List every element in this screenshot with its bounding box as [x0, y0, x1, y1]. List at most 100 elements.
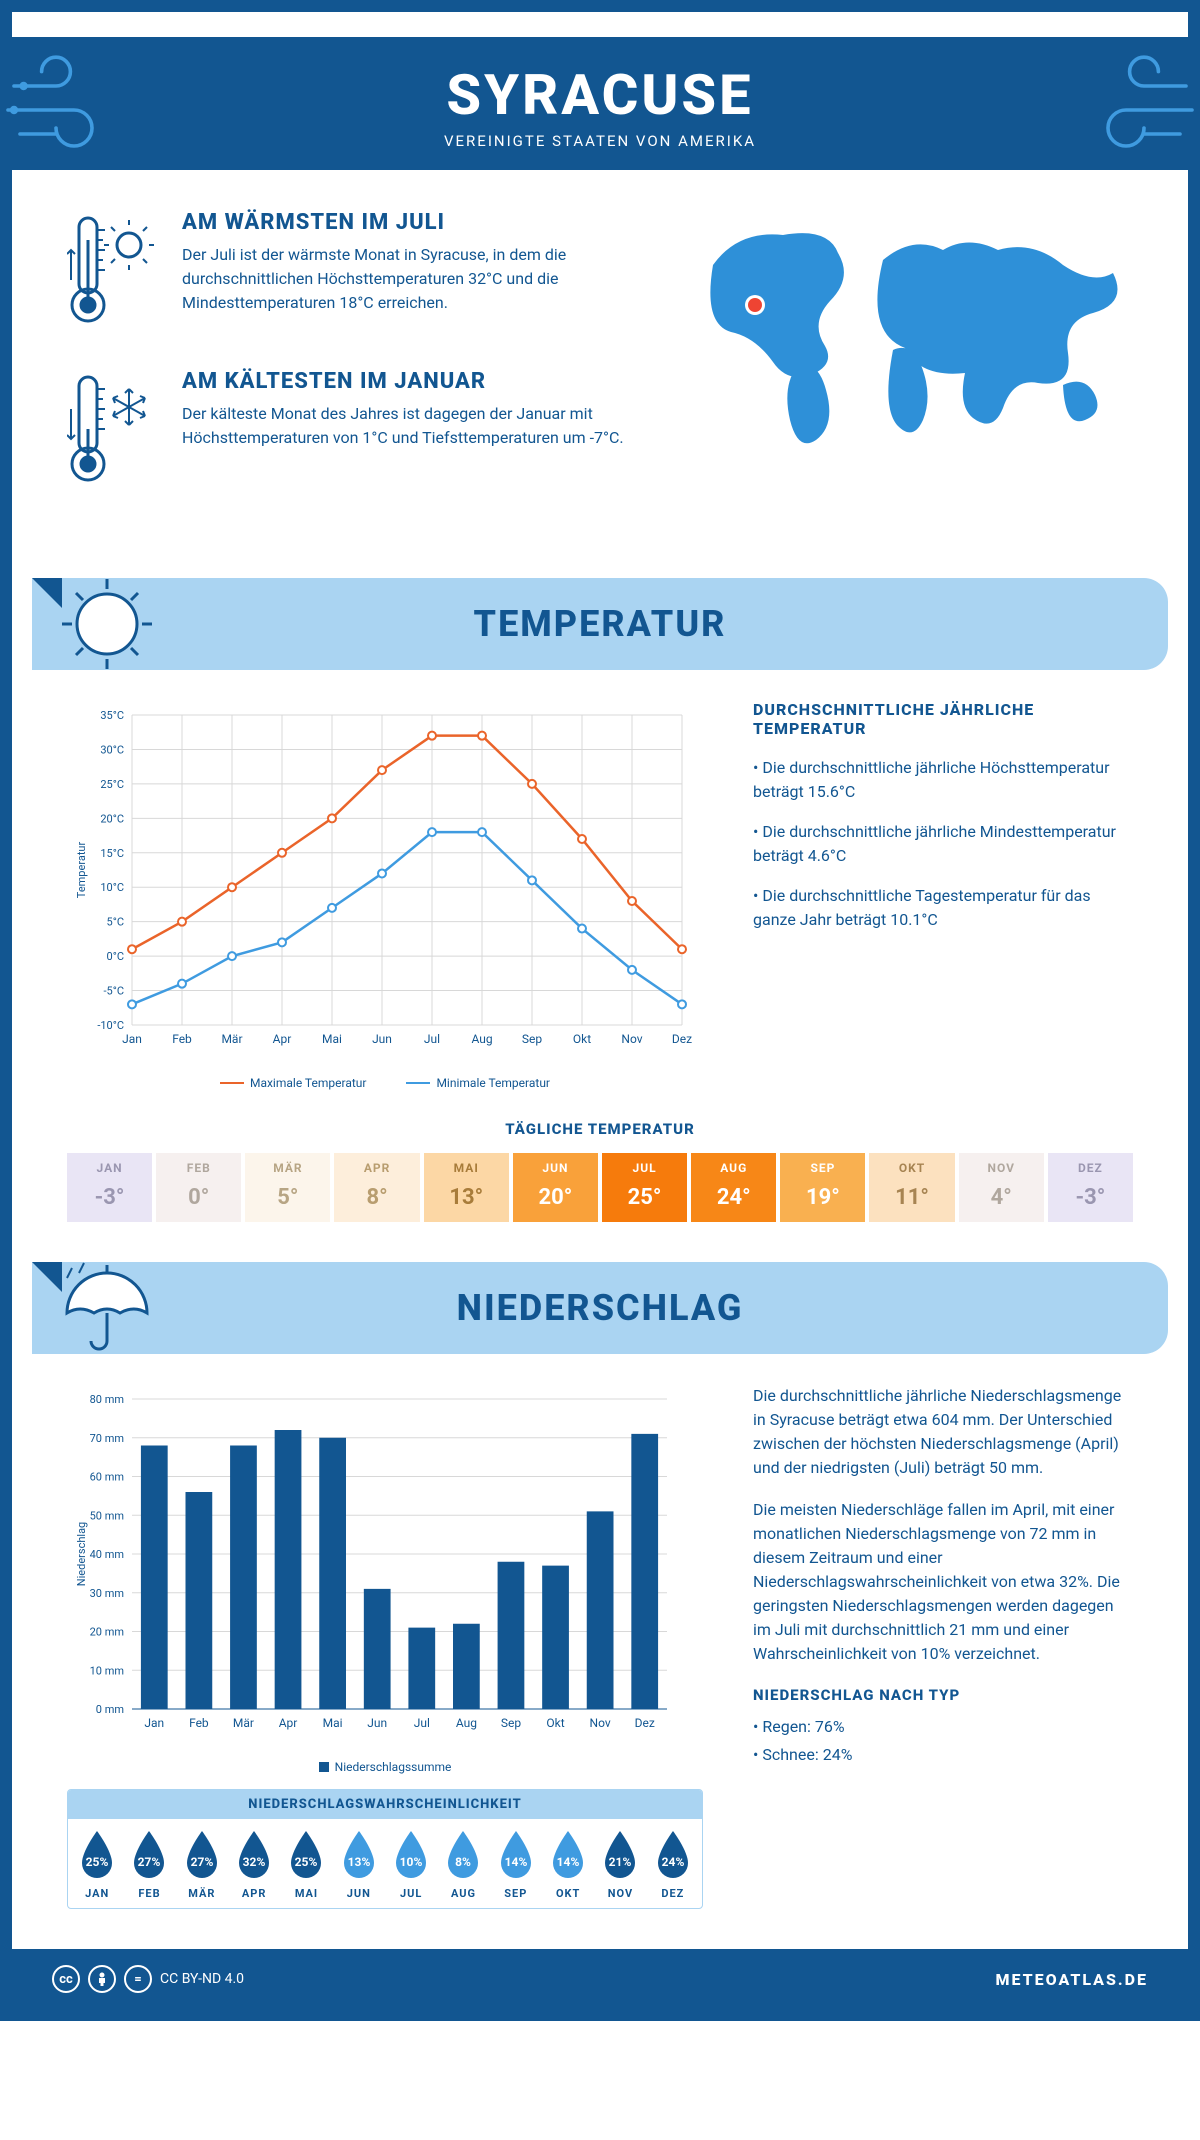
prob-drop: 10%JUL	[386, 1829, 436, 1900]
svg-text:Jul: Jul	[414, 1716, 430, 1730]
svg-text:Mai: Mai	[322, 1032, 342, 1046]
svg-text:30 mm: 30 mm	[90, 1587, 124, 1600]
svg-text:80 mm: 80 mm	[90, 1393, 124, 1406]
daily-cell: MÄR5°	[245, 1153, 330, 1222]
prob-drop: 32%APR	[229, 1829, 279, 1900]
section-banner-temp: TEMPERATUR	[32, 578, 1168, 670]
probability-box: NIEDERSCHLAGSWAHRSCHEINLICHKEIT 25%JAN27…	[67, 1789, 703, 1909]
svg-text:Apr: Apr	[273, 1032, 292, 1046]
daily-cell: OKT11°	[869, 1153, 954, 1222]
temp-heading: TEMPERATUR	[32, 603, 1168, 645]
daily-cell: JAN-3°	[67, 1153, 152, 1222]
svg-text:70 mm: 70 mm	[90, 1432, 124, 1445]
state-text: UTAH	[1195, 240, 1200, 267]
svg-text:Feb: Feb	[172, 1032, 192, 1046]
country-subtitle: VEREINIGTE STAATEN VON AMERIKA	[12, 132, 1188, 150]
svg-text:8%: 8%	[456, 1855, 472, 1869]
temperature-chart: -10°C-5°C0°C5°C10°C15°C20°C25°C30°C35°CJ…	[67, 700, 703, 1090]
legend-precip: Niederschlagssumme	[335, 1760, 452, 1774]
daily-cell: AUG24°	[691, 1153, 776, 1222]
precip-heading: NIEDERSCHLAG	[32, 1287, 1168, 1329]
svg-text:Temperatur: Temperatur	[75, 842, 88, 899]
svg-text:60 mm: 60 mm	[90, 1471, 124, 1484]
svg-text:Aug: Aug	[471, 1032, 492, 1046]
prob-drop: 27%FEB	[124, 1829, 174, 1900]
prob-drop: 14%OKT	[543, 1829, 593, 1900]
svg-text:25%: 25%	[295, 1855, 318, 1869]
svg-text:Dez: Dez	[635, 1716, 655, 1730]
svg-text:Okt: Okt	[573, 1032, 591, 1046]
site-name: METEOATLAS.DE	[995, 1970, 1148, 1989]
daily-temp-grid: JAN-3°FEB0°MÄR5°APR8°MAI13°JUN20°JUL25°A…	[67, 1153, 1133, 1222]
svg-text:Nov: Nov	[590, 1716, 611, 1730]
svg-text:14%: 14%	[557, 1855, 580, 1869]
warmest-title: AM WÄRMSTEN IM JULI	[182, 210, 663, 235]
coldest-title: AM KÄLTESTEN IM JANUAR	[182, 369, 663, 394]
svg-text:21%: 21%	[609, 1855, 632, 1869]
daily-cell: APR8°	[334, 1153, 419, 1222]
daily-cell: JUN20°	[513, 1153, 598, 1222]
daily-cell: NOV4°	[959, 1153, 1044, 1222]
prob-drop: 24%DEZ	[648, 1829, 698, 1900]
warmest-block: AM WÄRMSTEN IM JULI Der Juli ist der wär…	[67, 210, 663, 334]
coordinates: 41° 5' 20" N — 112° 3' 53" W UTAH	[1193, 240, 1200, 429]
svg-text:-10°C: -10°C	[97, 1019, 124, 1032]
svg-text:13%: 13%	[347, 1855, 370, 1869]
svg-text:25%: 25%	[86, 1855, 109, 1869]
daily-title: TÄGLICHE TEMPERATUR	[67, 1120, 1133, 1138]
prob-drop: 14%SEP	[491, 1829, 541, 1900]
by-icon	[88, 1965, 116, 1993]
temp-legend: Maximale Temperatur Minimale Temperatur	[67, 1076, 703, 1090]
svg-text:24%: 24%	[661, 1855, 684, 1869]
umbrella-icon	[52, 1253, 162, 1363]
svg-text:Sep: Sep	[522, 1032, 542, 1046]
svg-text:10 mm: 10 mm	[90, 1664, 124, 1677]
svg-text:Niederschlag: Niederschlag	[75, 1522, 88, 1586]
svg-text:Jun: Jun	[372, 1032, 392, 1046]
precip-legend: Niederschlagssumme	[67, 1760, 703, 1774]
precip-type-title: NIEDERSCHLAG NACH TYP	[753, 1684, 1133, 1707]
prob-drop: 27%MÄR	[177, 1829, 227, 1900]
coldest-block: AM KÄLTESTEN IM JANUAR Der kälteste Mona…	[67, 369, 663, 493]
intro-section: AM WÄRMSTEN IM JULI Der Juli ist der wär…	[12, 200, 1188, 558]
svg-text:15°C: 15°C	[100, 847, 124, 860]
precip-bullet: • Regen: 76%	[753, 1715, 1133, 1739]
svg-text:Jan: Jan	[144, 1716, 164, 1730]
svg-text:Apr: Apr	[279, 1716, 298, 1730]
svg-text:Mär: Mär	[221, 1032, 242, 1046]
sun-icon	[52, 569, 162, 679]
svg-text:14%: 14%	[504, 1855, 527, 1869]
svg-text:Mai: Mai	[323, 1716, 343, 1730]
header-banner: SYRACUSE VEREINIGTE STAATEN VON AMERIKA	[12, 37, 1188, 170]
svg-text:27%: 27%	[138, 1855, 161, 1869]
page: SYRACUSE VEREINIGTE STAATEN VON AMERIKA …	[0, 0, 1200, 2021]
svg-text:0 mm: 0 mm	[96, 1703, 124, 1716]
prob-title: NIEDERSCHLAGSWAHRSCHEINLICHKEIT	[68, 1790, 702, 1819]
wind-icon	[1078, 44, 1198, 164]
svg-text:20 mm: 20 mm	[90, 1626, 124, 1639]
svg-text:Okt: Okt	[546, 1716, 564, 1730]
precip-summary: Die durchschnittliche jährliche Niedersc…	[753, 1384, 1133, 1909]
temp-summary-title: DURCHSCHNITTLICHE JÄHRLICHE TEMPERATUR	[753, 700, 1133, 738]
svg-text:35°C: 35°C	[100, 709, 124, 722]
svg-text:40 mm: 40 mm	[90, 1548, 124, 1561]
world-map	[693, 210, 1133, 528]
prob-drop: 8%AUG	[438, 1829, 488, 1900]
svg-text:Jul: Jul	[424, 1032, 440, 1046]
precip-bullet: • Schnee: 24%	[753, 1743, 1133, 1767]
daily-cell: FEB0°	[156, 1153, 241, 1222]
thermometer-sun-icon	[67, 210, 157, 334]
thermometer-snow-icon	[67, 369, 157, 493]
daily-cell: SEP19°	[780, 1153, 865, 1222]
nd-icon: =	[124, 1965, 152, 1993]
svg-text:-5°C: -5°C	[104, 985, 125, 998]
svg-text:10%: 10%	[400, 1855, 423, 1869]
svg-text:Sep: Sep	[501, 1716, 521, 1730]
svg-text:Jun: Jun	[367, 1716, 387, 1730]
precip-para: Die meisten Niederschläge fallen im Apri…	[753, 1498, 1133, 1666]
temp-bullet: • Die durchschnittliche jährliche Mindes…	[753, 820, 1133, 868]
warmest-text: Der Juli ist der wärmste Monat in Syracu…	[182, 243, 663, 315]
svg-text:Mär: Mär	[233, 1716, 254, 1730]
city-title: SYRACUSE	[12, 62, 1188, 128]
daily-cell: JUL25°	[602, 1153, 687, 1222]
